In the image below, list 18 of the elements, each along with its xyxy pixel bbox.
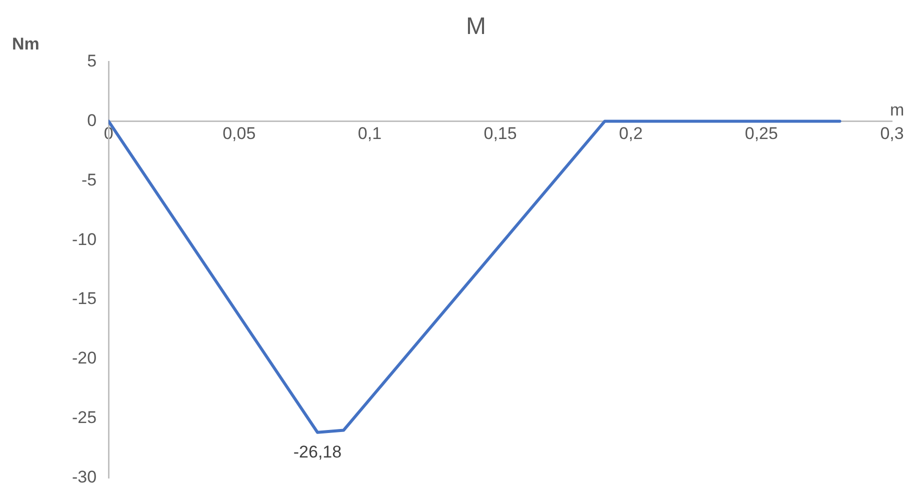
y-tick-label: -5 [81,170,97,190]
chart-title: M [466,13,486,40]
x-axis-title: m [890,100,904,120]
y-tick-label: -10 [72,230,97,249]
x-tick-label: 0,05 [222,124,256,144]
x-tick-label: 0,3 [880,124,904,144]
y-tick-label: -15 [72,289,97,308]
y-tick-label: -20 [72,348,97,368]
x-tick-label: 0,25 [744,124,778,144]
y-tick-label: -30 [72,467,97,486]
x-tick-label: 0,2 [619,124,643,144]
x-tick-label: 0,15 [484,124,517,144]
x-tick-label: 0,1 [358,124,382,144]
y-tick-label: 0 [87,110,97,130]
y-tick-label: -25 [72,408,97,428]
y-axis-title: Nm [12,34,40,54]
y-tick-label: 5 [87,51,97,70]
data-label: -26,18 [293,442,342,462]
